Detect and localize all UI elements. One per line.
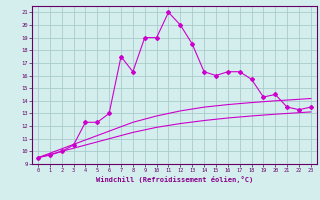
X-axis label: Windchill (Refroidissement éolien,°C): Windchill (Refroidissement éolien,°C) xyxy=(96,176,253,183)
